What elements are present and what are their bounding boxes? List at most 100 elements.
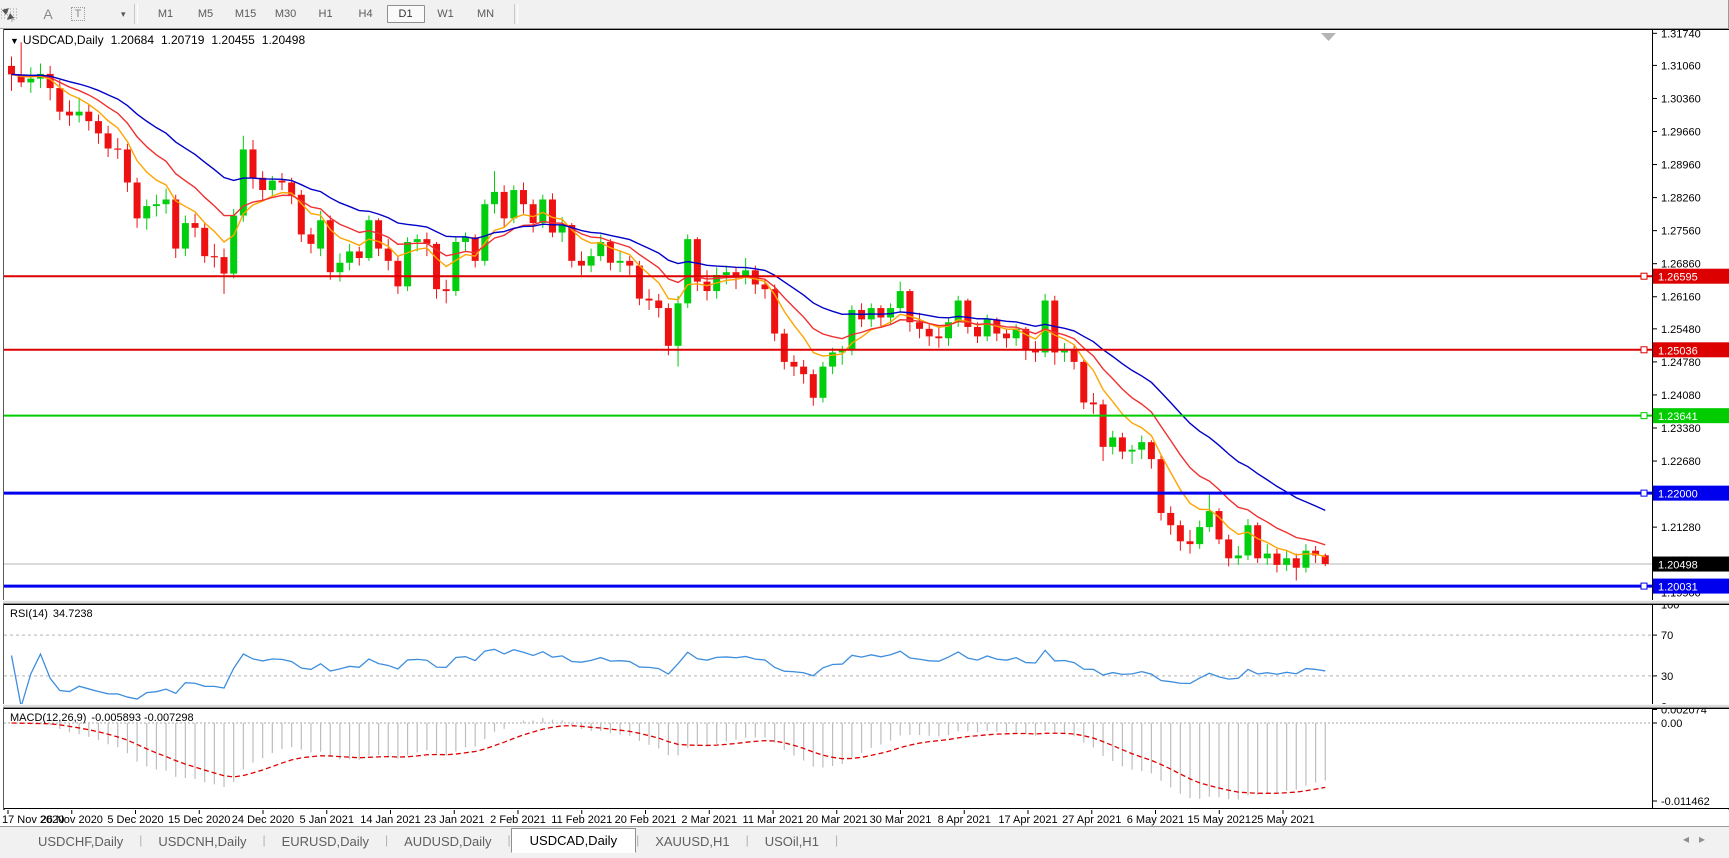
quote-close: 1.20498 <box>261 33 306 47</box>
price-tick: 1.24080 <box>1661 390 1701 402</box>
date-tick: 20 Mar 2021 <box>806 814 868 826</box>
timeframe-button-m15[interactable]: M15 <box>234 8 257 20</box>
price-badge-label: 1.26595 <box>1658 272 1698 284</box>
price-tick: 1.21280 <box>1661 522 1701 534</box>
svg-text:F: F <box>11 17 15 22</box>
chart-symbol-period: USDCAD,Daily <box>22 33 104 47</box>
collapse-triangle-icon[interactable]: ▼ <box>10 36 19 46</box>
price-badge <box>1653 485 1729 501</box>
price-tick: 1.29660 <box>1661 127 1701 139</box>
chart-shift-marker-icon[interactable] <box>1321 33 1336 41</box>
date-tick: 23 Jan 2021 <box>424 814 485 826</box>
hline-handle[interactable] <box>1640 272 1648 280</box>
price-tick: 1.31060 <box>1661 60 1701 72</box>
date-tick: 24 Dec 2020 <box>232 814 294 826</box>
timeframe-button-group: M1 M5 M15 M30 H1 H4 D1 W1 MN <box>146 5 506 23</box>
tab-divider: | <box>139 832 143 847</box>
price-tick: 1.31740 <box>1661 29 1701 40</box>
date-tick: 27 Apr 2021 <box>1062 814 1121 826</box>
price-badge-label: 1.20031 <box>1658 582 1698 594</box>
date-tick: 17 Nov 2020 <box>2 814 64 826</box>
date-tick: 6 May 2021 <box>1127 814 1184 826</box>
quote-high: 1.20719 <box>161 33 205 47</box>
price-badge <box>1653 408 1729 424</box>
rsi-tick: 30 <box>1661 671 1673 683</box>
panel-separator[interactable] <box>3 704 1729 708</box>
date-tick: 20 Feb 2021 <box>615 814 677 826</box>
tab-audusd-daily[interactable]: AUDUSD,Daily <box>404 834 492 849</box>
tab-usdcad-daily[interactable]: USDCAD,Daily <box>510 828 637 853</box>
macd-label: MACD(12,26,9) -0.005893 -0.007298 <box>10 712 194 724</box>
tab-usdcnh-daily[interactable]: USDCNH,Daily <box>158 834 247 849</box>
panel-separator[interactable] <box>3 600 1729 604</box>
price-tick: 1.24780 <box>1661 357 1701 369</box>
slow-ma <box>11 73 1326 512</box>
date-tick: 17 Apr 2021 <box>998 814 1057 826</box>
fast-ma <box>11 73 1326 558</box>
tab-xauusd-h1[interactable]: XAUUSD,H1 <box>655 834 730 849</box>
price-badge <box>1653 556 1729 572</box>
date-tick: 11 Feb 2021 <box>551 814 612 826</box>
price-tick: 1.27560 <box>1661 226 1701 238</box>
timeframe-button-w1[interactable]: W1 <box>437 8 454 20</box>
rsi-name: RSI(14) <box>10 608 48 620</box>
tab-scroll-right-icon[interactable]: ▸ <box>1698 832 1715 846</box>
price-tick: 1.25480 <box>1661 324 1701 336</box>
arrows-glyph <box>2 8 14 20</box>
rsi-value: 34.7238 <box>52 608 93 620</box>
macd-tick: -0.011462 <box>1661 796 1710 808</box>
tab-divider: | <box>745 832 749 847</box>
price-tick: 1.28960 <box>1661 160 1701 172</box>
price-tick: 1.26160 <box>1661 292 1701 304</box>
price-badge-label: 1.25036 <box>1658 345 1698 357</box>
macd-signal-line <box>11 722 1326 794</box>
price-tick: 1.26860 <box>1661 259 1701 271</box>
hline-handle[interactable] <box>1640 489 1648 497</box>
timeframe-button-m1[interactable]: M1 <box>157 8 174 20</box>
tab-scroll-left-icon[interactable]: ◂ <box>1682 832 1699 846</box>
text-label-icon[interactable]: T <box>66 3 90 25</box>
date-tick: 2 Feb 2021 <box>490 814 546 826</box>
tab-divider: | <box>507 832 511 847</box>
tab-divider: | <box>262 832 266 847</box>
macd-tick: 0.00 <box>1661 718 1682 730</box>
date-tick: 11 Mar 2021 <box>743 814 804 826</box>
main-price-chart[interactable]: 1.31740 1.31060 1.30360 1.29660 1.28960 1.282… <box>0 29 1729 604</box>
tab-usoil-h1[interactable]: USOil,H1 <box>764 834 819 849</box>
quote-open: 1.20684 <box>110 33 154 47</box>
timeframe-button-mn[interactable]: MN <box>476 8 495 20</box>
date-tick: 2 Mar 2021 <box>681 814 737 826</box>
timeframe-button-d1[interactable]: D1 <box>386 5 425 23</box>
tab-eurusd-daily[interactable]: EURUSD,Daily <box>281 834 370 849</box>
rsi-tick: 70 <box>1661 630 1673 642</box>
date-tick: 15 May 2021 <box>1187 814 1251 826</box>
timeframe-button-m30[interactable]: M30 <box>274 8 297 20</box>
price-badge <box>1653 342 1729 358</box>
cursor-arrows-icon[interactable] <box>2 3 120 25</box>
timeframe-button-m5[interactable]: M5 <box>197 8 214 20</box>
macd-tick: 0.002074 <box>1661 708 1707 717</box>
tab-divider: | <box>834 832 839 847</box>
rsi-tick: 100 <box>1661 604 1679 612</box>
dropdown-caret-icon[interactable]: ▾ <box>121 8 126 19</box>
indicator-list-grid-icon[interactable]: F <box>1 3 30 25</box>
timeframe-button-h1[interactable]: H1 <box>318 8 333 20</box>
price-tick: 1.23380 <box>1661 423 1701 435</box>
medium-ma <box>11 73 1326 546</box>
chart-tabs: USDCHF,Daily | USDCNH,Daily | EURUSD,Daily | A… <box>22 827 839 853</box>
date-tick: 5 Jan 2021 <box>300 814 354 826</box>
font-a-icon[interactable]: A <box>43 6 53 22</box>
tab-divider: | <box>636 832 640 847</box>
timeframe-button-h4[interactable]: H4 <box>358 8 373 20</box>
price-badge <box>1653 578 1729 594</box>
hline-handle[interactable] <box>1640 582 1648 590</box>
hline-handle[interactable] <box>1640 412 1648 420</box>
hline-handle[interactable] <box>1640 346 1648 354</box>
price-tick: 1.28260 <box>1661 193 1701 205</box>
price-badge-label: 1.20498 <box>1658 560 1698 572</box>
tab-usdchf-daily[interactable]: USDCHF,Daily <box>38 834 124 849</box>
